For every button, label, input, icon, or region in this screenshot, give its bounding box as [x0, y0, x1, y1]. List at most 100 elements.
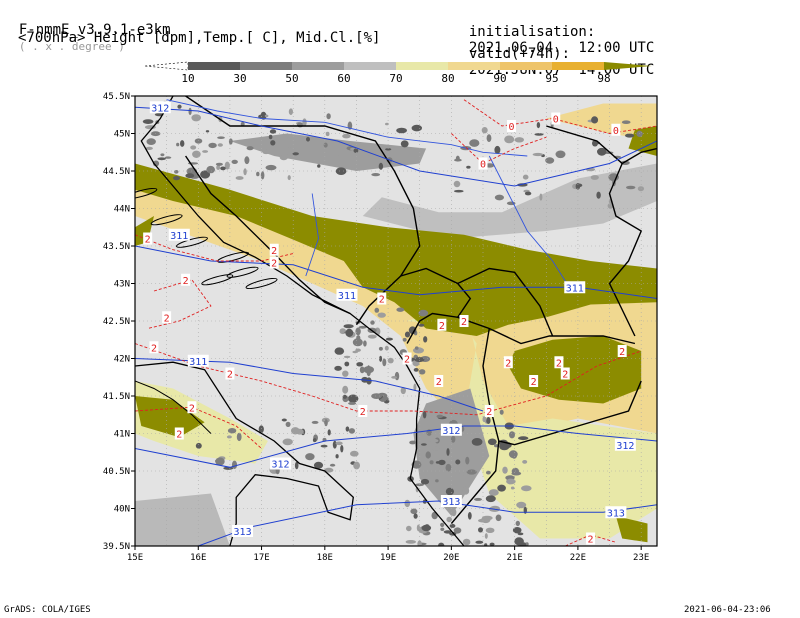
cloud-speck — [258, 425, 264, 434]
temp-contour-label-bg — [402, 352, 412, 365]
cloud-speck — [413, 383, 417, 391]
cloud-speck — [302, 118, 307, 127]
cloud-speck — [440, 527, 445, 531]
model-name: F-nmmE_v3.9.1-e3km — [18, 22, 171, 38]
cloud-speck — [268, 134, 273, 140]
cloud-speck — [445, 487, 454, 496]
island — [245, 277, 278, 290]
cloud-speck — [352, 350, 359, 354]
height-contour-label-bg — [564, 281, 586, 294]
temp-contour-2 — [135, 406, 262, 449]
cloud-speck — [590, 175, 599, 180]
cloud-speck — [400, 387, 406, 395]
cloud-speck — [435, 479, 439, 483]
cloud-speck — [157, 157, 166, 161]
cloud-speck — [352, 338, 363, 347]
height-contour-312 — [135, 425, 657, 468]
temp-contour-label: 2 — [379, 295, 385, 306]
cloud-speck — [347, 394, 359, 403]
cloud-speck — [413, 513, 418, 519]
colorbar-tick-label: 80 — [441, 72, 454, 85]
cloud-speck — [516, 501, 527, 509]
cloud-speck — [367, 334, 377, 339]
coastline-gargano — [135, 380, 212, 434]
cloud-speck — [462, 486, 470, 495]
cloud-speck — [478, 527, 483, 533]
height-contour-label-bg — [440, 495, 462, 507]
temp-contour-label-bg — [358, 405, 368, 417]
cloud-speck — [621, 120, 631, 124]
temp-contour-label: 2 — [189, 403, 195, 414]
cloud-speck — [489, 542, 495, 546]
temp-contour-label: 2 — [439, 321, 445, 332]
cloud-speck — [445, 463, 452, 472]
temp-contour-label: 2 — [183, 276, 189, 287]
colorbar-tick-label: 10 — [181, 72, 194, 85]
model-note: ( . x . degree ) — [18, 40, 125, 53]
cloud-speck — [508, 450, 518, 459]
cloud-speck — [317, 164, 321, 168]
cloud-speck — [378, 162, 384, 170]
cloud-speck — [264, 114, 269, 118]
border-albania-greece — [482, 328, 642, 446]
cloud-speck — [306, 137, 310, 142]
temp-contour-label-bg — [437, 318, 447, 331]
lon-tick-label: 19E — [380, 553, 396, 563]
coastline-italy — [135, 361, 354, 546]
temp-contour-label: 2 — [404, 355, 410, 366]
island — [150, 214, 183, 226]
cloud-speck — [382, 358, 387, 367]
temp-contour-label-bg — [529, 375, 539, 387]
height-contour-label-bg — [614, 438, 636, 451]
cloud-speck — [350, 450, 359, 457]
cloud-speck — [626, 185, 636, 190]
colorbar-tick-label: 50 — [285, 72, 298, 85]
height-contour-label: 312 — [271, 460, 289, 471]
cloud-speck — [625, 133, 635, 138]
cloud-speck — [453, 527, 462, 534]
cloud-speck — [142, 119, 154, 124]
cloud-speck — [145, 146, 153, 150]
cloud-speck — [467, 512, 472, 520]
cloud-speck — [231, 159, 238, 164]
height-contour-label: 312 — [442, 426, 460, 437]
temp-contour-label: 2 — [164, 313, 170, 324]
cloud-speck — [517, 532, 524, 536]
temp-contour-label-bg — [162, 311, 172, 324]
temp-contour-label-bg — [269, 243, 279, 256]
cloud-speck — [465, 456, 470, 465]
cloud-speck — [555, 150, 566, 159]
cloud-speck — [437, 542, 445, 546]
temp-contour-label: 2 — [436, 377, 442, 388]
temp-contour-label-bg — [484, 405, 494, 417]
cloud-speck — [418, 323, 425, 327]
cloud-speck — [591, 116, 599, 124]
cloud-speck — [440, 522, 445, 528]
cloud-speck — [269, 129, 277, 134]
lat-tick-label: 39.5N — [103, 542, 130, 552]
cloud-speck — [326, 113, 331, 120]
cloud-speck — [486, 417, 491, 424]
lat-tick-label: 40N — [114, 505, 130, 515]
temp-contour-label: 2 — [562, 370, 568, 381]
cloud-speck — [515, 520, 520, 527]
cloud-speck — [224, 161, 230, 170]
cloud-speck — [256, 171, 260, 177]
cloud-speck — [486, 134, 492, 143]
cloud-speck — [396, 127, 407, 134]
cloud-speck — [235, 176, 244, 180]
cloud-speck — [292, 152, 299, 156]
cloud-speck — [596, 191, 601, 199]
cloud-speck — [410, 508, 418, 515]
field-description: <700hPa> Height [dpm],Temp.[ C], Mid.Cl.… — [18, 30, 381, 46]
cloud-speck — [215, 457, 225, 466]
cloud-speck — [200, 170, 211, 179]
cloud-speck — [305, 453, 315, 461]
cloud-speck — [342, 370, 349, 377]
cloud-speck — [485, 495, 496, 503]
river-sava — [166, 99, 528, 157]
cloud-speck — [420, 478, 430, 485]
cloud-speck — [524, 191, 532, 196]
cloud-speck — [334, 365, 342, 371]
lat-tick-label: 42.5N — [103, 317, 130, 327]
